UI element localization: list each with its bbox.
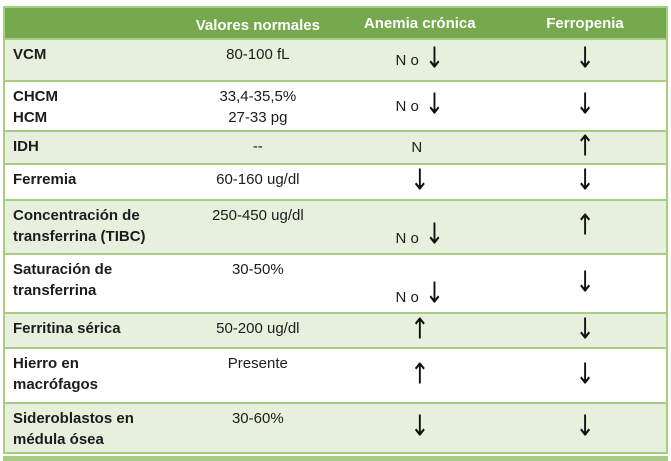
table-header-row: Valores normales Anemia crónica Ferropen… [5,8,666,38]
anemia-cronica-cell: N o ↓ [335,201,504,253]
row-label: Ferremia [13,171,77,188]
row-label: Concentración de [13,207,140,224]
down-arrow-icon: ↓ [410,164,430,198]
normal-value: 250-450 ug/dl [211,207,304,224]
row-label: IDH [13,138,39,155]
normal-value: 80-100 fL [226,46,290,63]
row-vcm: VCM 80-100 fL N o ↓ ↓ [5,38,666,80]
row-label: VCM [13,46,47,63]
anemia-cronica-cell: N o ↓ [335,255,504,312]
row-hierro-macrofagos: Hierro en macrófagos Presente ↑ ↓ [5,347,666,402]
row-label-line2: médula ósea [13,431,104,448]
ferropenia-cell: ↓ [504,40,666,80]
normal-value: -- [252,138,263,155]
ferropenia-cell: ↑ [504,201,666,253]
anemia-comparison-table: Valores normales Anemia crónica Ferropen… [3,6,668,454]
normal-value: Presente [227,355,288,372]
ferropenia-cell: ↓ [504,255,666,312]
row-label-line2: transferrina (TIBC) [13,228,146,245]
row-label-line2: transferrina [13,282,97,299]
anemia-cronica-cell: ↓ [335,165,504,199]
normal-value: 30-50% [231,261,284,278]
down-arrow-icon: ↓ [575,410,595,444]
down-arrow-icon: ↓ [424,88,445,122]
ferropenia-cell: ↑ [504,132,666,163]
row-sideroblastos: Sideroblastos en médula ósea 30-60% ↓ ↓ [5,402,666,452]
anemia-cronica-cell: N [335,132,504,163]
down-arrow-icon: ↓ [575,164,595,198]
row-ferritina-serica: Ferritina sérica 50-200 ug/dl ↑ ↓ [5,312,666,347]
cell-text: N o [395,97,419,115]
ferropenia-cell: ↓ [504,82,666,130]
row-label: Saturación de [13,261,113,278]
row-label: Ferritina sérica [13,320,121,337]
down-arrow-icon: ↓ [575,266,595,299]
down-arrow-icon: ↓ [575,42,595,76]
row-label-line2: HCM [13,109,48,126]
header-empty-cell [5,20,180,26]
row-ferremia: Ferremia 60-160 ug/dl ↓ ↓ [5,163,666,199]
row-saturacion-transferrina: Saturación de transferrina 30-50% N o ↓ … [5,253,666,312]
up-arrow-icon: ↑ [410,358,430,391]
up-arrow-icon: ↑ [410,313,430,346]
ferropenia-cell: ↓ [504,314,666,347]
row-chcm-hcm: CHCM HCM 33,4-35,5% 27-33 pg N o ↓ ↓ [5,80,666,130]
row-idh: IDH -- N ↑ [5,130,666,163]
anemia-cronica-cell: N o ↓ [335,40,504,80]
normal-value-line2: 27-33 pg [228,109,288,126]
normal-value: 60-160 ug/dl [216,171,300,188]
normal-value: 30-60% [231,410,284,427]
anemia-cronica-cell: ↓ [335,404,504,452]
down-arrow-icon: ↓ [575,358,595,391]
down-arrow-icon: ↓ [410,410,430,444]
ferropenia-cell: ↓ [504,404,666,452]
normal-value: 33,4-35,5% [219,88,297,105]
up-arrow-icon: ↑ [575,130,595,163]
row-label: Hierro en [13,355,79,372]
row-label-line2: macrófagos [13,376,99,393]
ferropenia-cell: ↓ [504,165,666,199]
cell-text: N o [395,230,419,247]
header-valores-normales: Valores normales [195,16,320,34]
anemia-cronica-cell: N o ↓ [335,82,504,130]
anemia-cronica-cell: ↑ [335,349,504,402]
normal-value: 50-200 ug/dl [216,320,300,337]
header-ferropenia: Ferropenia [546,14,624,32]
cell-text: N [411,139,423,156]
ferropenia-cell: ↓ [504,349,666,402]
header-anemia-cronica: Anemia crónica [363,14,476,32]
cell-text: N o [395,289,419,306]
down-arrow-icon: ↓ [575,313,595,346]
row-label: CHCM [13,88,58,105]
down-arrow-icon: ↓ [424,218,445,252]
up-arrow-icon: ↑ [575,209,595,243]
anemia-cronica-cell: ↑ [335,314,504,347]
down-arrow-icon: ↓ [575,88,595,122]
down-arrow-icon: ↓ [424,277,445,311]
row-label: Sideroblastos en [13,410,134,427]
down-arrow-icon: ↓ [424,42,445,76]
row-tibc: Concentración de transferrina (TIBC) 250… [5,199,666,253]
cell-text: N o [395,51,419,69]
